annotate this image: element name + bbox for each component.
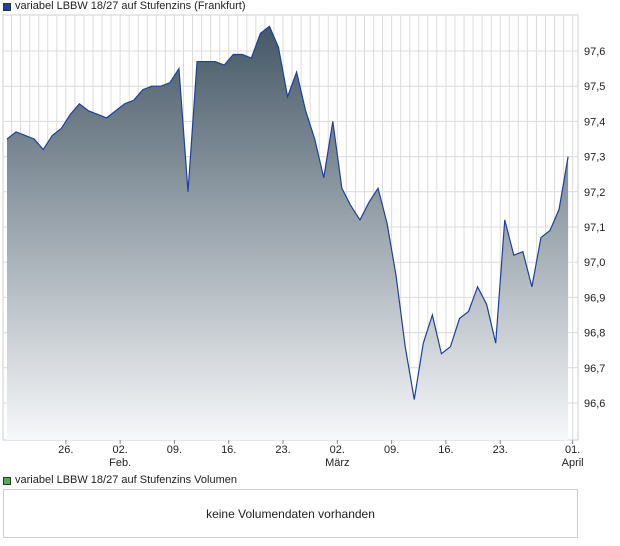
price-legend-swatch [3,2,11,11]
no-volume-message: keine Volumendaten vorhanden [206,506,375,521]
price-area [7,26,569,441]
volume-legend: variabel LBBW 18/27 auf Stufenzins Volum… [3,474,237,487]
volume-legend-label: variabel LBBW 18/27 auf Stufenzins Volum… [15,474,237,486]
price-line [6,25,569,400]
price-legend-label: variabel LBBW 18/27 auf Stufenzins (Fran… [15,0,246,12]
y-tick-label: 97,3 [584,152,605,164]
x-tick-label: 26. [58,444,73,456]
x-tick-sublabel: April [562,457,584,469]
y-tick-label: 97,4 [584,116,605,128]
y-tick-label: 97,6 [584,46,605,58]
y-tick-label: 96,6 [584,398,605,410]
x-tick-label: 02. [112,444,127,456]
x-tick-label: 09. [167,444,182,456]
price-legend: variabel LBBW 18/27 auf Stufenzins (Fran… [3,0,246,13]
x-tick-label: 23. [493,444,508,456]
x-tick-label: 16. [221,444,236,456]
y-tick-label: 97,0 [584,257,605,269]
y-tick-label: 96,7 [584,363,605,375]
y-tick-label: 97,5 [584,81,605,93]
y-tick-label: 97,1 [584,222,605,234]
x-tick-sublabel: März [325,457,349,469]
volume-legend-swatch [3,476,11,485]
x-tick-sublabel: Feb. [109,457,131,469]
volume-panel: keine Volumendaten vorhanden [3,489,578,538]
x-tick-label: 23. [275,444,290,456]
price-chart: 96,6 96,7 96,8 96,9 97,0 97,1 97,2 97,3 97,4 97,5… [2,14,620,469]
y-tick-label: 96,9 [584,292,605,304]
x-tick-label: 09. [384,444,399,456]
x-tick-label: 01. [565,444,580,456]
y-axis: 96,6 96,7 96,8 96,9 97,0 97,1 97,2 97,3 97,4 97,5… [584,46,605,410]
x-tick-label: 16. [438,444,453,456]
y-tick-label: 96,8 [584,328,605,340]
x-tick-label: 02. [330,444,345,456]
y-tick-label: 97,2 [584,187,605,199]
